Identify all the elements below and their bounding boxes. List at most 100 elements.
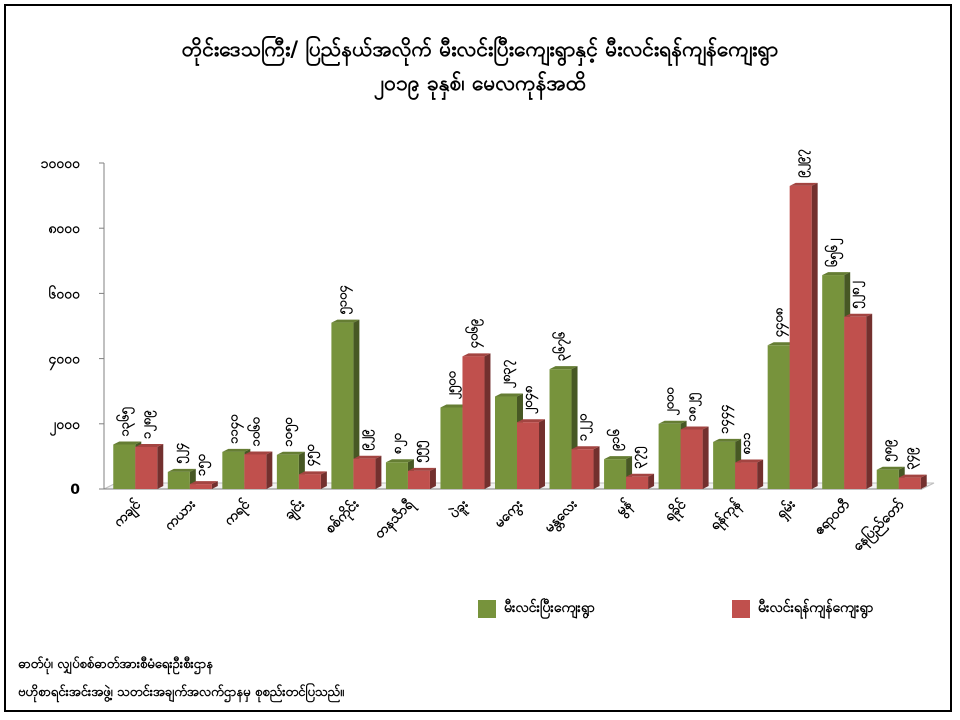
data-label: ၂၀၄၈ [521,385,539,414]
x-tick-label: ဧရာဝတီ [810,495,856,541]
data-label: ၁၅၀ [194,453,212,476]
bar-top [517,419,545,423]
bar [876,469,899,489]
legend-label-electrified: မီးလင်းပြီးကျေးရွာ [504,600,595,616]
bar [571,449,594,489]
data-label: ၁၈၂၅ [685,392,703,421]
bar-top [331,319,360,323]
bar [276,454,299,489]
data-label: ၁၀၅၀ [281,417,299,447]
x-tick-label: ရှမ်း [773,495,801,523]
bar-side [811,182,818,490]
data-label: ၁၄၄၄ [717,404,735,434]
x-tick-label: ပဲခူး [446,496,473,523]
data-label: ၅၈၉ [881,439,899,462]
bar-side [539,419,545,489]
data-label: ၁၀၆၀ [246,417,263,447]
bar [713,441,736,489]
data-label: ၃၇၅ [630,446,648,469]
y-tick-label: ၄၀၀၀ [49,352,82,371]
data-label: ၄၄၀၈ [772,307,790,337]
data-label: ၃၆၇၆ [552,331,572,361]
bar-side [157,443,164,489]
bar [298,474,321,489]
data-label: ၉၁၆ [606,429,626,452]
slide-frame [4,4,952,712]
bar [244,454,267,489]
bar-side [702,426,709,489]
x-tick-label: ကယား [161,496,199,534]
data-label: ၂၈၃၇ [499,359,517,388]
bar-top [353,455,382,459]
data-label: ၅၂၈၂ [848,281,866,309]
data-label: ၈၂၀ [390,432,408,454]
x-tick-label: မွန် [612,495,637,520]
note-line: ဗဟိုစာရင်းအင်းအဖွဲ့၊ သတင်းအချက်အလက်ဌာနမှ… [18,685,345,700]
data-label: ၅၂၄ [172,442,190,464]
data-label: ၉၂၉၇ [794,149,812,178]
bar-top [713,438,742,442]
bar-top [189,481,218,485]
bar-top [113,441,142,445]
bar-side [320,471,327,489]
data-label: ၁၁၄၀ [226,414,244,444]
legend-swatch-remaining [732,599,750,618]
bar-top [767,342,796,346]
x-tick-label: ရခိုင် [661,496,692,527]
bar [517,422,539,489]
bar [680,429,703,489]
bar-top [789,182,818,186]
x-tick-label: ကချင် [110,496,146,532]
data-label: ၆၅၆၂ [824,238,844,267]
bar-top [571,446,600,450]
bar-side [866,313,873,489]
bar-top [462,353,491,357]
y-tick-label: 0 [70,482,80,498]
bar-side [648,473,655,489]
bar-top [385,459,414,463]
bar-top [876,466,905,470]
bar [462,356,485,489]
bar-top [604,456,633,460]
x-tick-label: ကရင် [220,496,255,531]
bar-top [167,468,196,472]
bar-side [375,455,382,489]
bar-top [407,467,436,471]
x-tick-label: မန္တလေး [541,496,583,538]
bar [440,407,463,489]
x-tick-label: နေပြည်တော် [848,495,909,556]
x-tick-label: မကွေး [491,496,528,533]
bar [353,458,376,489]
y-tick-label: ၁၀၀၀၀ [41,156,82,172]
bar-side [484,353,491,489]
chart-subtitle: ၂၀၁၉ ခုနှစ်၊ မေလကုန်အထိ [373,71,587,95]
data-label: ၁၃၆၅ [115,407,135,437]
data-label: ၉၂၉ [357,429,375,451]
bar-top [222,448,251,452]
bar-side [920,474,927,489]
bar [844,316,867,489]
bar [626,476,649,489]
bar [735,462,758,489]
bar-top [298,471,327,475]
data-label: ၄၅၀ [303,444,321,467]
bar-top [135,443,164,447]
chart-title: တိုင်းဒေသကြီး/ ပြည်နယ်အလိုက် မီးလင်းပြီး… [181,37,779,61]
bar-top [549,366,578,370]
bar [167,471,190,489]
data-label: ၈၁၁ [739,432,754,455]
data-label: ၃၄၉ [903,447,921,470]
bar-side [429,467,436,489]
data-label: ၂၀၀၀ [663,387,681,416]
bar-side [266,451,273,489]
x-tick-label: စစ်ကိုင်း [321,496,364,539]
bar [407,470,430,489]
bar-top [735,459,764,463]
bar [189,484,212,489]
bar-top [244,451,273,455]
data-label: ၄၀၆၉ [464,318,484,348]
bar-top [440,404,469,408]
bar-side [757,459,764,489]
legend-item-electrified: မီးလင်းပြီးကျေးရွာ [478,598,595,619]
bar-top [276,451,305,455]
